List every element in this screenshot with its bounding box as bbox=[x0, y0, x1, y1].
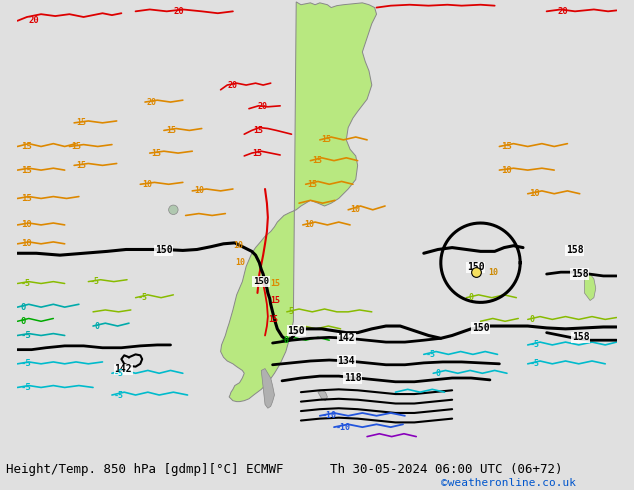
Text: -5: -5 bbox=[114, 391, 124, 399]
Text: 10: 10 bbox=[488, 268, 498, 277]
Text: 150: 150 bbox=[155, 245, 172, 255]
Text: 10: 10 bbox=[235, 258, 245, 267]
Text: -5: -5 bbox=[20, 383, 31, 392]
Text: 10: 10 bbox=[501, 166, 512, 174]
Text: 10: 10 bbox=[21, 239, 32, 248]
Text: 15: 15 bbox=[152, 148, 162, 158]
Text: 10: 10 bbox=[142, 180, 152, 189]
Text: -5: -5 bbox=[425, 350, 436, 359]
Polygon shape bbox=[318, 390, 327, 401]
Text: -5: -5 bbox=[20, 331, 31, 340]
Text: 10: 10 bbox=[233, 241, 243, 250]
Text: 0: 0 bbox=[20, 317, 25, 326]
Polygon shape bbox=[221, 2, 377, 402]
Text: 10: 10 bbox=[529, 189, 540, 198]
Text: 158: 158 bbox=[572, 332, 590, 343]
Circle shape bbox=[169, 205, 178, 215]
Text: 0: 0 bbox=[284, 336, 289, 344]
Text: 0: 0 bbox=[468, 293, 473, 302]
Text: 15: 15 bbox=[71, 142, 81, 151]
Text: 118: 118 bbox=[344, 373, 362, 383]
Text: 15: 15 bbox=[21, 166, 32, 174]
Text: 20: 20 bbox=[147, 98, 157, 106]
Text: 15: 15 bbox=[254, 126, 264, 135]
Text: -5: -5 bbox=[20, 359, 31, 368]
Text: 142: 142 bbox=[337, 333, 355, 343]
Text: 142: 142 bbox=[115, 365, 132, 374]
Text: 15: 15 bbox=[271, 296, 281, 305]
Text: 150: 150 bbox=[287, 326, 305, 336]
Text: 150: 150 bbox=[253, 277, 269, 286]
Text: -5: -5 bbox=[138, 293, 148, 302]
Text: -5: -5 bbox=[114, 369, 124, 378]
Text: 0: 0 bbox=[20, 303, 25, 312]
Text: 20: 20 bbox=[173, 7, 184, 16]
Text: 150: 150 bbox=[467, 263, 484, 272]
Text: -10: -10 bbox=[336, 423, 351, 432]
Polygon shape bbox=[585, 274, 596, 300]
Text: 15: 15 bbox=[252, 148, 262, 158]
Text: 20: 20 bbox=[29, 16, 39, 25]
Text: 15: 15 bbox=[76, 119, 86, 127]
Text: 158: 158 bbox=[571, 269, 588, 279]
Text: 10: 10 bbox=[194, 186, 204, 196]
Text: -5: -5 bbox=[20, 279, 30, 288]
Text: 15: 15 bbox=[269, 279, 280, 288]
Text: 10: 10 bbox=[21, 220, 32, 229]
Text: 15: 15 bbox=[313, 156, 322, 165]
Text: 15: 15 bbox=[166, 126, 176, 135]
Text: 20: 20 bbox=[558, 7, 569, 16]
Text: -5: -5 bbox=[90, 277, 100, 286]
Text: 20: 20 bbox=[227, 80, 237, 90]
Text: -5: -5 bbox=[529, 341, 540, 349]
Text: 20: 20 bbox=[257, 102, 268, 111]
Text: 15: 15 bbox=[501, 142, 512, 151]
Text: 0: 0 bbox=[435, 369, 440, 378]
Text: 15: 15 bbox=[268, 315, 278, 324]
Text: 15: 15 bbox=[21, 142, 32, 151]
Text: 10: 10 bbox=[305, 220, 314, 229]
Text: 10: 10 bbox=[350, 205, 360, 214]
Text: 158: 158 bbox=[566, 245, 584, 255]
Text: 134: 134 bbox=[337, 356, 355, 366]
Text: 15: 15 bbox=[21, 194, 32, 203]
Text: 15: 15 bbox=[76, 161, 86, 170]
Text: -5: -5 bbox=[529, 359, 540, 368]
Text: 15: 15 bbox=[307, 180, 318, 189]
Text: 0: 0 bbox=[529, 315, 534, 324]
Text: 0: 0 bbox=[95, 321, 100, 331]
Text: 150: 150 bbox=[472, 323, 489, 333]
Text: Height/Temp. 850 hPa [gdmp][°C] ECMWF: Height/Temp. 850 hPa [gdmp][°C] ECMWF bbox=[6, 463, 284, 476]
Text: Th 30-05-2024 06:00 UTC (06+72): Th 30-05-2024 06:00 UTC (06+72) bbox=[330, 463, 562, 476]
Polygon shape bbox=[261, 368, 275, 408]
Text: ©weatheronline.co.uk: ©weatheronline.co.uk bbox=[441, 478, 576, 488]
Text: 15: 15 bbox=[321, 135, 332, 145]
Text: -10: -10 bbox=[321, 411, 337, 420]
Text: 5: 5 bbox=[288, 307, 294, 317]
